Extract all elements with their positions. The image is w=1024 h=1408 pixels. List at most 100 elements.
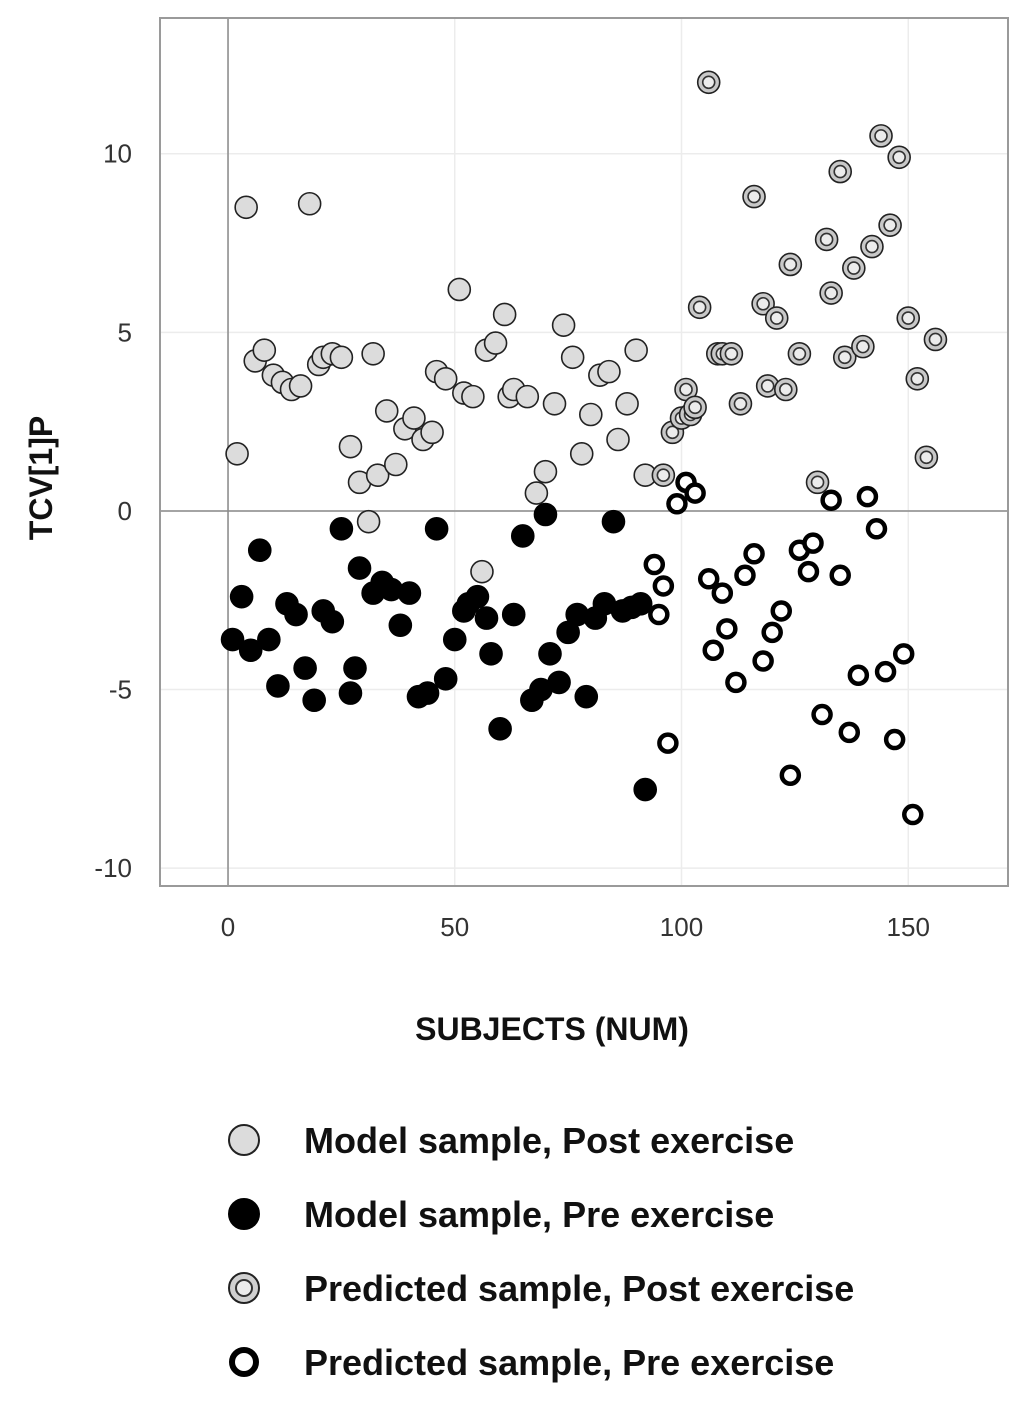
data-point [569, 441, 594, 466]
data-point [465, 584, 490, 609]
legend-marker-model-pre [228, 1198, 260, 1230]
data-point [728, 391, 753, 416]
data-point [711, 582, 734, 604]
data-point [501, 602, 526, 627]
data-point [533, 502, 558, 527]
y-tick-label: 5 [118, 317, 132, 347]
data-point [442, 627, 467, 652]
data-point [687, 295, 712, 320]
plot-frame [159, 17, 1009, 887]
data-point [320, 609, 345, 634]
data-point [829, 564, 851, 586]
data-point [734, 564, 756, 586]
data-point [770, 600, 793, 622]
data-point [356, 509, 381, 534]
data-point [365, 463, 390, 488]
data-point [302, 688, 326, 713]
x-axis-title: SUBJECTS (NUM) [415, 1011, 689, 1047]
data-point [697, 568, 720, 590]
data-point [474, 606, 499, 630]
data-point [284, 602, 308, 627]
data-point [415, 681, 440, 705]
data-point [633, 777, 658, 802]
data-point [828, 159, 853, 184]
data-point [832, 345, 857, 370]
data-point [856, 485, 879, 508]
data-points [220, 70, 948, 826]
data-point [752, 650, 774, 672]
y-tick-labels: -10 -5 0 5 10 [94, 139, 132, 883]
data-point [905, 366, 930, 391]
data-point [533, 459, 558, 484]
y-tick-label: 0 [118, 496, 132, 526]
data-point [805, 470, 830, 495]
data-point [547, 670, 571, 695]
x-tick-label: 50 [440, 912, 469, 942]
data-point [479, 642, 503, 666]
data-point [225, 441, 249, 466]
data-point [820, 489, 842, 511]
data-point [374, 399, 399, 423]
data-point [538, 642, 562, 666]
series-3 [651, 70, 948, 495]
data-point [742, 184, 766, 209]
data-point [615, 391, 639, 416]
legend-label-model-post: Model sample, Post exercise [304, 1120, 795, 1161]
data-point [624, 338, 648, 362]
legend-marker-predicted-post [228, 1272, 260, 1304]
data-point [628, 592, 653, 616]
x-tick-label: 150 [887, 912, 930, 942]
data-point [220, 627, 245, 652]
data-point [288, 374, 313, 398]
data-point [574, 684, 599, 709]
data-point [896, 306, 921, 330]
data-point [743, 543, 765, 565]
y-axis-title: TCV[1]P [23, 416, 59, 540]
data-point [524, 481, 549, 505]
data-point [851, 334, 875, 359]
data-point [797, 560, 820, 583]
series-4 [643, 471, 924, 826]
data-point [648, 603, 670, 626]
x-tick-label: 0 [221, 912, 235, 942]
data-point [764, 306, 789, 330]
data-point [696, 70, 721, 95]
data-point [293, 656, 317, 680]
data-point [838, 721, 861, 744]
data-point [579, 402, 603, 427]
data-point [802, 532, 824, 554]
data-point [751, 291, 775, 316]
data-point [865, 518, 888, 540]
data-point [384, 452, 408, 477]
data-point [761, 621, 783, 644]
data-point [551, 313, 576, 337]
data-point [892, 643, 915, 665]
data-point [819, 281, 843, 305]
data-point [666, 493, 688, 515]
data-point [702, 639, 724, 661]
data-point [510, 524, 535, 548]
data-point [716, 618, 738, 640]
data-point [778, 252, 803, 277]
data-point [338, 434, 363, 459]
data-point [257, 627, 281, 652]
data-point [343, 656, 367, 680]
data-point [601, 509, 626, 534]
data-point [914, 445, 939, 470]
data-point [719, 341, 744, 366]
data-point [657, 732, 679, 754]
data-point [447, 277, 472, 302]
data-point [402, 406, 426, 430]
data-point [433, 366, 458, 391]
data-point [597, 359, 621, 384]
legend-marker-model-post [228, 1124, 260, 1156]
data-point [488, 717, 512, 741]
data-point [461, 384, 485, 409]
data-point [811, 703, 833, 726]
data-point [606, 427, 630, 452]
data-point [887, 145, 911, 170]
data-point [560, 345, 585, 370]
data-point [420, 420, 444, 445]
legend-marker-predicted-pre [229, 1347, 259, 1377]
data-point [643, 553, 666, 576]
